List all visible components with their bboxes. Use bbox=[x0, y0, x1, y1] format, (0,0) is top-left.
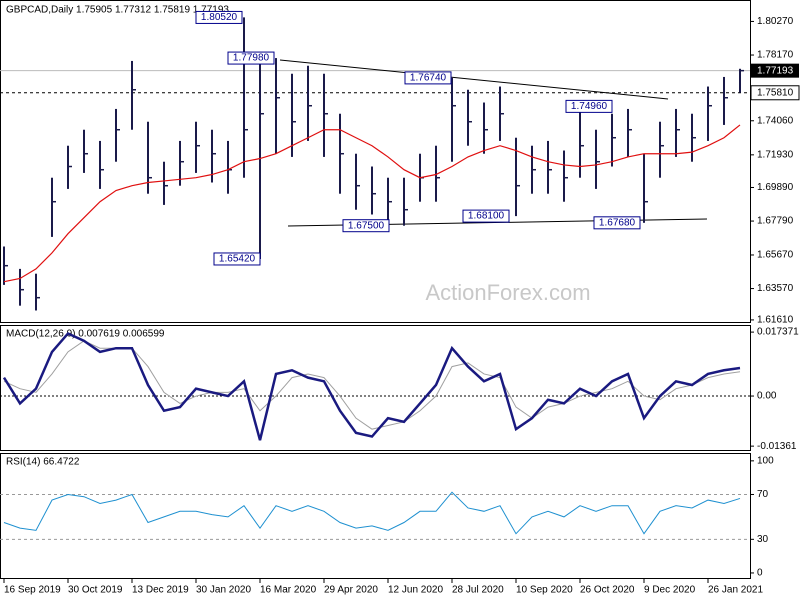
x-tick-label: 13 Dec 2019 bbox=[132, 585, 189, 596]
annotation-box bbox=[462, 209, 510, 223]
y-tick-label: 0 bbox=[757, 568, 763, 579]
annotation-box bbox=[213, 252, 261, 266]
y-tick-label: 1.65670 bbox=[757, 250, 794, 261]
macd-title: MACD(12,26,9) 0.007619 0.006599 bbox=[6, 329, 165, 340]
moving-average bbox=[3, 124, 741, 283]
y-tick-label: 1.63570 bbox=[757, 283, 794, 294]
annotation-box bbox=[227, 51, 275, 65]
rsi-panel bbox=[0, 453, 751, 579]
annotation: 1.67680 bbox=[599, 217, 636, 228]
price-label: 1.77193 bbox=[757, 65, 794, 76]
level-label: 1.75810 bbox=[757, 87, 794, 98]
x-tick-label: 30 Jan 2020 bbox=[196, 585, 251, 596]
annotation: 1.77980 bbox=[233, 53, 270, 64]
x-tick-label: 9 Dec 2020 bbox=[644, 585, 696, 596]
annotation: 1.68100 bbox=[468, 211, 505, 222]
y-tick-label: 0.00 bbox=[757, 391, 777, 402]
annotation: 1.65420 bbox=[219, 254, 256, 265]
y-tick-label: 1.67790 bbox=[757, 216, 794, 227]
annotation-box bbox=[593, 216, 641, 230]
y-tick-label: 1.61610 bbox=[757, 315, 794, 326]
x-tick-label: 28 Jul 2020 bbox=[452, 585, 504, 596]
y-tick-label: 1.78170 bbox=[757, 50, 794, 61]
price-label-box bbox=[751, 63, 799, 78]
rsi-title: RSI(14) 66.4722 bbox=[6, 457, 80, 468]
level-label-box bbox=[750, 85, 800, 101]
price-panel bbox=[0, 0, 751, 323]
x-tick-label: 30 Oct 2019 bbox=[68, 585, 123, 596]
y-tick-label: 1.74060 bbox=[757, 115, 794, 126]
y-tick-label: 100 bbox=[757, 455, 774, 466]
x-tick-label: 12 Jun 2020 bbox=[388, 585, 443, 596]
x-tick-label: 16 Mar 2020 bbox=[260, 585, 317, 596]
signal-line bbox=[3, 340, 741, 430]
x-tick-label: 16 Sep 2019 bbox=[4, 585, 61, 596]
y-tick-label: 30 bbox=[757, 534, 769, 545]
y-tick-label: -0.01361 bbox=[757, 441, 797, 452]
annotation: 1.67500 bbox=[348, 220, 385, 231]
y-tick-label: 1.69890 bbox=[757, 182, 794, 193]
y-tick-label: 1.80270 bbox=[757, 16, 794, 27]
annotation: 1.80520 bbox=[201, 12, 238, 23]
annotation: 1.74960 bbox=[571, 101, 608, 112]
y-tick-label: 70 bbox=[757, 489, 769, 500]
watermark: ActionForex.com bbox=[425, 280, 590, 305]
trendline bbox=[279, 59, 669, 100]
x-tick-label: 29 Apr 2020 bbox=[324, 585, 378, 596]
annotation-box bbox=[195, 10, 243, 24]
x-tick-label: 10 Sep 2020 bbox=[516, 585, 573, 596]
macd-line bbox=[2, 331, 741, 441]
x-tick-label: 26 Oct 2020 bbox=[580, 585, 635, 596]
price-title: GBPCAD,Daily 1.75905 1.77312 1.75819 1.7… bbox=[6, 5, 229, 16]
x-tick-label: 26 Jan 2021 bbox=[708, 585, 763, 596]
y-tick-label: 1.71930 bbox=[757, 149, 794, 160]
macd-panel bbox=[0, 325, 751, 451]
annotation-box bbox=[565, 99, 613, 113]
annotation-box bbox=[404, 71, 452, 85]
y-tick-label: 0.017371 bbox=[757, 327, 799, 338]
rsi-line bbox=[3, 491, 741, 535]
annotation-box bbox=[342, 219, 390, 233]
annotation: 1.76740 bbox=[410, 73, 447, 84]
